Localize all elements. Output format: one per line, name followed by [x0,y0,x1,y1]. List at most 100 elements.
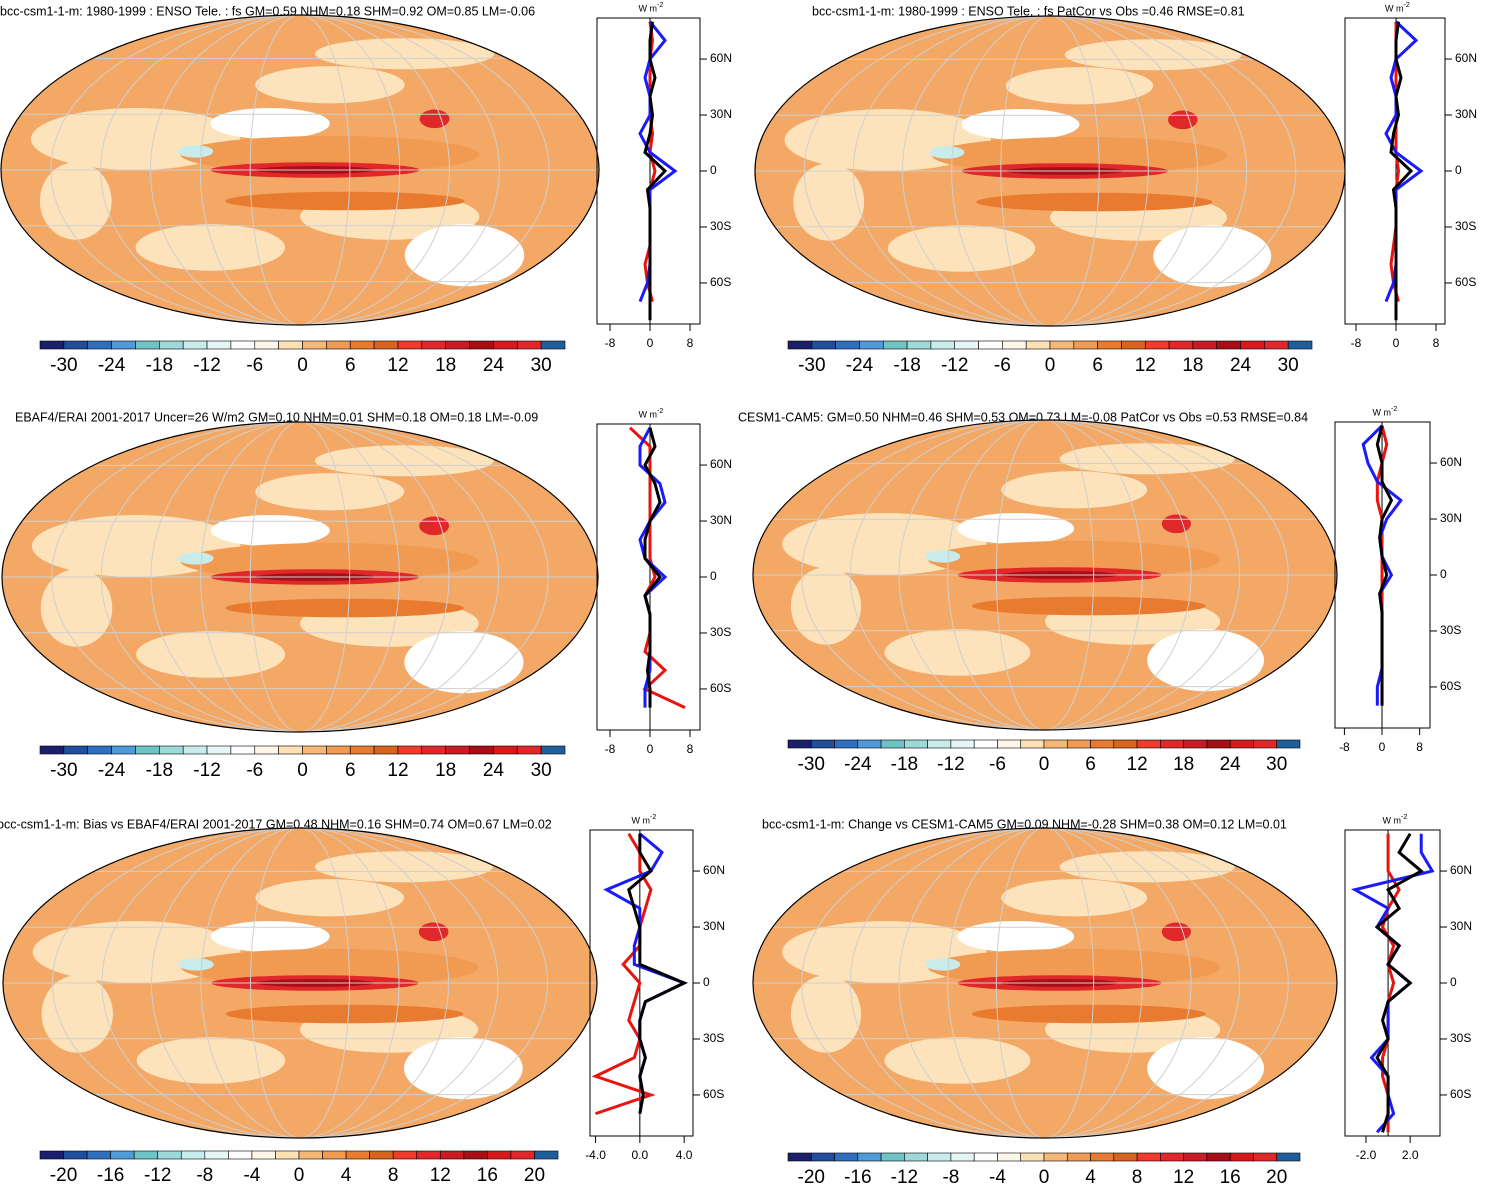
y-tick-label: 0 [1455,163,1462,177]
x-tick-label: 4.0 [676,1148,693,1162]
colorbar-swatch [493,745,518,755]
colorbar-label: -12 [937,754,964,775]
profile-unit: W m-2 [1383,814,1408,826]
map-patch [972,1004,1206,1024]
colorbar-swatch [254,745,279,755]
colorbar-swatch [326,340,351,350]
colorbar-label: 30 [1278,355,1299,376]
graticule [902,16,1198,326]
colorbar-swatch [540,340,566,350]
colorbar-swatch [1287,340,1313,350]
graticule [52,828,548,1138]
colorbar-swatch [397,340,423,350]
colorbar-swatch [1229,1152,1254,1162]
profile-unit-exp: -2 [1391,406,1397,413]
colorbar-label: 24 [483,355,505,376]
colorbar-label: -16 [844,1167,871,1187]
map-border [2,827,598,1139]
map-patch [39,162,112,240]
colorbar-label: -12 [193,760,220,781]
colorbar-label: 18 [435,355,456,376]
colorbar-swatch [930,340,956,350]
map-patch [225,598,464,618]
map-patch [210,108,330,139]
map-patch [135,224,286,271]
colorbar-label: 4 [1085,1167,1096,1187]
y-tick-label: 30S [1455,219,1476,233]
map-patch [1153,225,1272,288]
colorbar-swatch [63,1150,88,1160]
colorbar-swatch [787,1152,812,1162]
colorbar-swatch [254,340,279,350]
x-tick-label: 0 [1393,336,1400,350]
profile-line [1380,833,1401,1133]
profile-unit: W m-2 [1373,406,1398,418]
colorbar-swatch [39,745,65,755]
map-patch [225,191,465,211]
colorbar-label: 0 [297,760,308,781]
map-patch [1147,1037,1264,1100]
map [1,15,599,325]
colorbar-swatch [298,1150,323,1160]
map-patch [1147,629,1264,692]
map [2,422,598,732]
colorbar-swatch [302,745,327,755]
colorbar-swatch [859,340,884,350]
colorbar-swatch [63,745,89,755]
profile-line [1375,425,1394,706]
y-tick-label: 0 [1440,567,1447,581]
map-patch [961,109,1080,140]
map-patch [177,145,214,158]
graticule [51,422,549,732]
map-patch [403,1037,523,1100]
map-border [1,421,599,733]
graticule [898,828,1192,1138]
map-patch [1059,443,1235,475]
y-tick-label: 60S [710,275,731,289]
colorbar-swatch [322,1150,347,1160]
colorbar-swatch [159,745,184,755]
graticule [995,420,1095,730]
map-patch [887,225,1036,272]
map-patch [1168,110,1198,130]
graticule [150,15,450,325]
y-tick-label: 60S [710,681,731,695]
colorbar-swatch [534,1150,559,1160]
map-patch [925,550,961,563]
profile-unit-exp: -2 [650,814,656,821]
profile-unit: W m-2 [639,408,664,420]
colorbar-label: 18 [1182,355,1203,376]
y-tick-label: 30N [703,919,725,933]
colorbar-swatch [230,745,256,755]
map-patch [419,516,449,536]
map-patch [790,567,862,645]
map-patch [1161,922,1191,942]
x-tick-label: 8 [1433,336,1440,350]
colorbar-swatch [1136,1152,1161,1162]
colorbar-swatch [1025,340,1051,350]
colorbar-swatch [954,340,979,350]
colorbar-swatch [487,1150,512,1160]
colorbar-swatch [87,340,112,350]
graticule [801,420,1289,730]
x-tick-label: 0 [647,336,654,350]
graticule [101,828,499,1138]
y-tick-label: 30S [710,219,731,233]
colorbar-swatch [111,340,136,350]
x-tick-label: 0.0 [631,1148,648,1162]
colorbar-swatch [87,745,112,755]
y-tick-label: 0 [710,569,717,583]
colorbar-label: 0 [1045,355,1056,376]
colorbar-swatch [416,1150,441,1160]
graticule [50,15,550,325]
map-patch [972,596,1206,616]
colorbar-label: 18 [1173,754,1194,775]
colorbar-label: 12 [1127,754,1148,775]
map-patch [255,473,405,511]
colorbar-label: -6 [989,754,1006,775]
y-tick-label: 30N [1450,919,1472,933]
map-patch [40,569,113,647]
colorbar-swatch [159,340,184,350]
map-patch [929,146,965,159]
colorbar-swatch [1144,340,1170,350]
